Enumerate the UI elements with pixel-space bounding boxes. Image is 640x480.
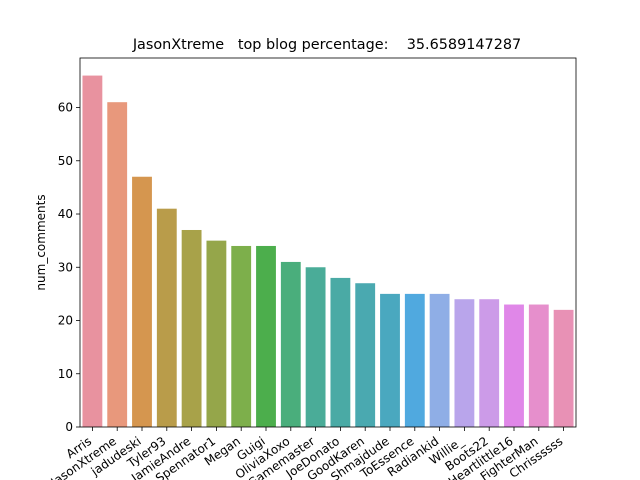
bar-joedonato: [330, 277, 351, 427]
chart-title: JasonXtreme top blog percentage: 35.6589…: [132, 37, 521, 53]
bar-guigi: [256, 245, 276, 427]
bar-boots22: [479, 299, 500, 427]
y-tick-label: 0: [65, 420, 73, 434]
bar-gamemaster: [305, 267, 326, 427]
bar-megan: [231, 245, 252, 427]
y-tick-label: 30: [58, 260, 73, 274]
bar-arris: [82, 75, 103, 427]
y-tick-label: 10: [58, 367, 73, 381]
bar-heartlittle16: [504, 304, 524, 427]
y-tick-label: 20: [58, 314, 73, 328]
bar-jadudeski: [132, 176, 152, 427]
bar-radiankid: [429, 293, 450, 427]
bar-spennator1: [206, 240, 227, 427]
bar-chrissssss: [553, 309, 574, 427]
y-tick-label: 40: [58, 207, 73, 221]
bar-jamieandre: [181, 229, 202, 427]
bar-fighterman: [528, 304, 549, 427]
bar-willie-: [454, 299, 475, 427]
bar-goodkaren: [355, 283, 376, 427]
y-tick-label: 60: [58, 101, 73, 115]
bar-jasonxtreme: [107, 102, 128, 427]
axes-frame: [79, 57, 577, 428]
y-tick-label: 50: [58, 154, 73, 168]
bars-layer: [82, 75, 574, 427]
y-axis-label: num_comments: [34, 194, 48, 290]
bar-tyler93: [156, 208, 177, 427]
bar-oliviaxoxo: [280, 261, 301, 427]
bar-toessence: [404, 293, 425, 427]
bar-shmajdude: [380, 293, 400, 427]
